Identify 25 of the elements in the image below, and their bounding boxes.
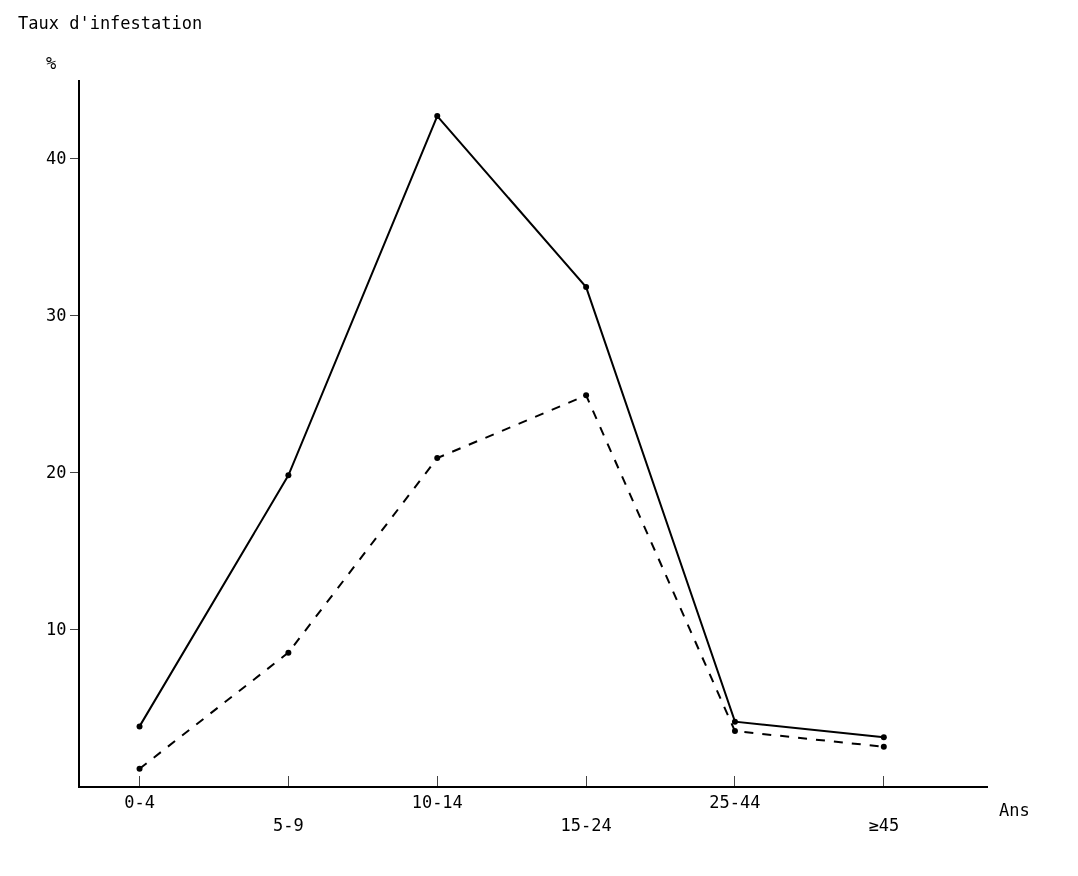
point	[434, 113, 441, 120]
y-tick-label: 20	[46, 462, 67, 483]
x-tick-label: 15-24	[560, 814, 612, 835]
x-tick-label: 0-4	[124, 792, 155, 813]
point	[434, 455, 441, 462]
point	[285, 472, 292, 479]
x-tick-label: 10-14	[411, 792, 463, 813]
point	[136, 723, 143, 730]
point	[880, 743, 887, 750]
x-tick-label: 25-44	[709, 792, 761, 813]
point	[136, 765, 143, 772]
y-tick-label: 30	[46, 305, 67, 326]
y-tick-label: 10	[46, 619, 67, 640]
x-axis-title: Ans	[999, 800, 1030, 820]
y-axis-title: Taux d'infestation	[18, 13, 203, 33]
x-tick-label: ≥45	[868, 814, 900, 835]
x-tick-label: 5-9	[273, 814, 304, 835]
point	[285, 649, 292, 656]
point	[880, 734, 887, 741]
text: %	[46, 53, 57, 73]
point	[731, 728, 738, 735]
point	[731, 718, 738, 725]
y-tick-label: 40	[46, 148, 67, 169]
point	[583, 284, 590, 291]
point	[583, 392, 590, 399]
